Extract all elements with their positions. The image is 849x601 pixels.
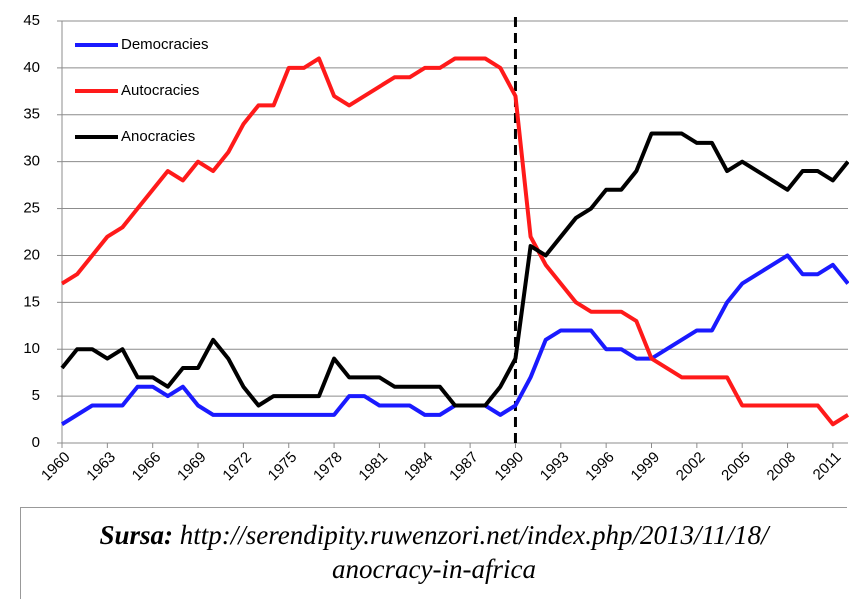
y-tick-label: 25 [23,200,40,217]
source-text: http://serendipity.ruwenzori.net/index.p… [179,520,769,550]
chart: 0 5 10 15 20 25 30 35 40 45 1960 1963 1966 1969 1972 19… [23,12,849,485]
legend-label: Autocracies [121,82,199,99]
y-tick-label: 5 [32,387,40,404]
y-tick-label: 10 [23,340,40,357]
x-tick-label: 1975 [265,449,301,485]
y-tick-label: 45 [23,12,40,29]
series-line [60,131,849,408]
y-tick-label: 40 [23,59,40,76]
x-tick-label: 2011 [810,449,845,484]
y-tick-label: 35 [23,106,40,123]
x-tick-label: 1960 [38,449,74,485]
x-tick-label: 1978 [310,449,346,485]
legend-label: Democracies [121,36,209,53]
x-tick-label: 1990 [491,449,527,485]
x-tick-label: 1999 [628,449,664,485]
x-tick-label: 1963 [83,449,119,485]
series-line [60,56,849,427]
source-text: anocracy-in-africa [332,554,536,584]
x-tick-label: 1966 [129,449,165,485]
y-tick-label: 15 [23,293,40,310]
x-tick-label: 2002 [673,449,709,485]
x-tick-label: 1984 [401,449,437,485]
x-tick-label: 1981 [355,449,391,485]
x-tick-label: 1996 [582,449,618,485]
x-tick-label: 1987 [446,449,482,485]
series-line [60,253,849,426]
legend-label: Anocracies [121,128,195,145]
y-tick-label: 20 [23,246,40,263]
y-tick-label: 30 [23,153,40,170]
x-tick-label: 1993 [537,449,573,485]
x-tick-label: 1969 [174,449,210,485]
x-tick-label: 2005 [718,449,754,485]
source-label: Sursa: [99,520,174,550]
source-caption: Sursa: http://serendipity.ruwenzori.net/… [20,507,847,599]
x-tick-label: 1972 [219,449,255,485]
x-tick-label: 2008 [764,449,800,485]
y-tick-label: 0 [32,434,40,451]
